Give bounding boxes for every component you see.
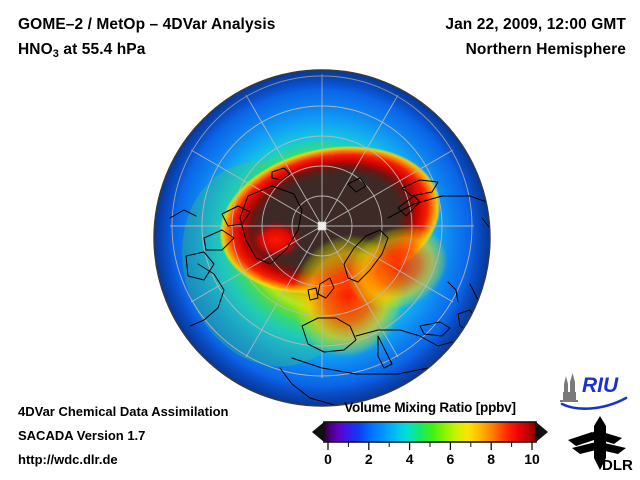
page-title: GOME–2 / MetOp – 4DVar Analysis xyxy=(18,16,276,33)
riu-swoosh-icon xyxy=(560,396,628,410)
colorbar-gradient xyxy=(324,422,536,442)
colorbar-tick-labels: 0 2 4 6 8 10 xyxy=(324,451,540,467)
species-subscript: 3 xyxy=(52,48,59,60)
cathedral-towers-icon xyxy=(560,373,578,402)
species-level-label: HNO3 at 55.4 hPa xyxy=(18,37,398,64)
assimilation-label: 4DVar Chemical Data Assimilation xyxy=(18,404,229,419)
version-label: SACADA Version 1.7 xyxy=(18,428,146,443)
colorbar-ticks xyxy=(327,442,533,450)
globe-map xyxy=(152,68,492,408)
colorbar: Volume Mixing Ratio [ppbv] xyxy=(310,400,550,467)
colorbar-tick-1: 2 xyxy=(365,451,373,467)
colorbar-tick-5: 10 xyxy=(524,451,540,467)
dlr-logo: DLR xyxy=(566,414,636,474)
colorbar-tick-2: 4 xyxy=(406,451,414,467)
footer-left-block: 4DVar Chemical Data Assimilation SACADA … xyxy=(18,400,318,472)
colorbar-extend-high-arrow xyxy=(536,422,548,442)
header-right-block: Jan 22, 2009, 12:00 GMT Northern Hemisph… xyxy=(326,12,626,62)
colorbar-tick-0: 0 xyxy=(324,451,332,467)
datetime-label: Jan 22, 2009, 12:00 GMT xyxy=(445,16,626,33)
riu-logo: RIU xyxy=(556,370,636,412)
website-link[interactable]: http://wdc.dlr.de xyxy=(18,452,118,467)
riu-wordmark: RIU xyxy=(582,374,619,397)
colorbar-title: Volume Mixing Ratio [ppbv] xyxy=(344,400,516,415)
header-left-block: GOME–2 / MetOp – 4DVar Analysis HNO3 at … xyxy=(18,12,398,64)
hno3-field xyxy=(154,70,490,406)
dlr-mark-icon xyxy=(568,416,626,470)
region-label: Northern Hemisphere xyxy=(465,41,626,58)
pressure-level: at 55.4 hPa xyxy=(58,41,146,58)
colorbar-extend-low-arrow xyxy=(312,422,324,442)
colorbar-minor-ticks xyxy=(347,442,513,447)
globe-outline xyxy=(153,69,491,407)
species-formula: HNO xyxy=(18,41,53,58)
dlr-wordmark: DLR xyxy=(602,457,633,474)
colorbar-tick-4: 8 xyxy=(487,451,495,467)
north-pole-marker xyxy=(317,221,327,231)
colorbar-tick-3: 6 xyxy=(447,451,455,467)
